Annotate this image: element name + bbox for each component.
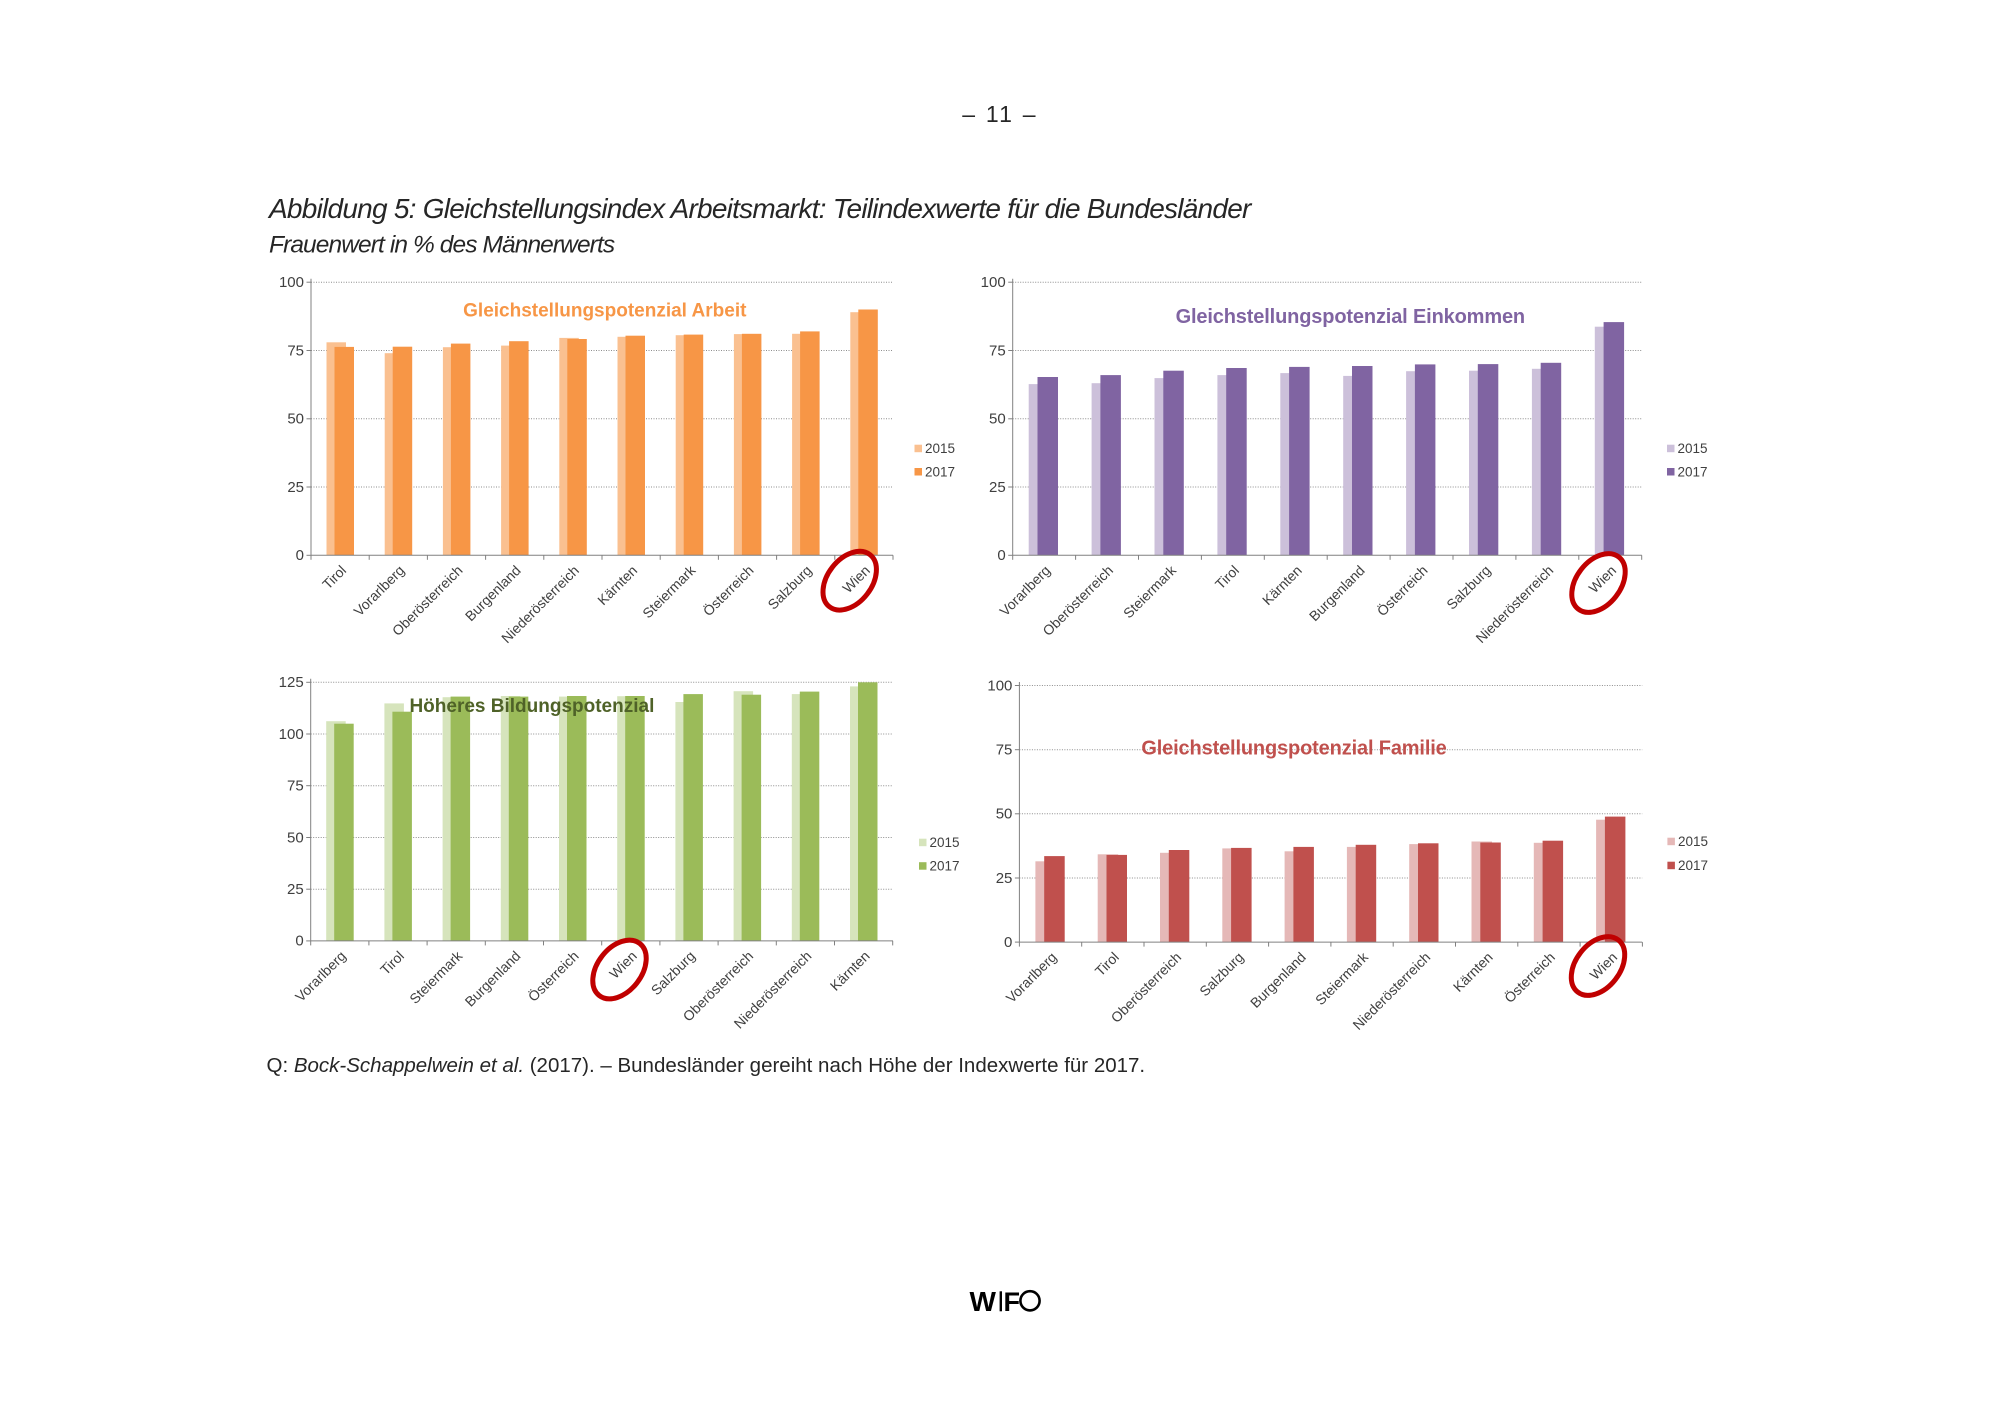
- svg-text:2017: 2017: [930, 859, 960, 874]
- svg-text:Abbildung 5: Gleichstellungsin: Abbildung 5: Gleichstellungsindex Arbeit…: [267, 193, 1253, 224]
- svg-text:Salzburg: Salzburg: [764, 562, 814, 612]
- svg-text:25: 25: [989, 479, 1006, 496]
- svg-text:Österreich: Österreich: [524, 947, 582, 1005]
- svg-text:Steiermark: Steiermark: [406, 947, 466, 1007]
- svg-text:Gleichstellungspotenzial Einko: Gleichstellungspotenzial Einkommen: [1176, 306, 1525, 328]
- svg-text:Tirol: Tirol: [377, 948, 407, 978]
- svg-text:50: 50: [287, 829, 304, 846]
- svg-text:Salzburg: Salzburg: [648, 948, 698, 998]
- svg-text:Burgenland: Burgenland: [1247, 949, 1309, 1011]
- svg-text:100: 100: [279, 274, 304, 291]
- svg-text:Österreich: Österreich: [1373, 561, 1431, 619]
- svg-text:100: 100: [981, 274, 1006, 291]
- svg-text:0: 0: [997, 547, 1005, 564]
- svg-text:Kärnten: Kärnten: [827, 948, 873, 994]
- svg-text:Vorarlberg: Vorarlberg: [350, 562, 407, 619]
- svg-text:75: 75: [287, 778, 304, 795]
- svg-text:50: 50: [996, 806, 1013, 823]
- svg-text:2015: 2015: [925, 441, 955, 456]
- svg-text:Salzburg: Salzburg: [1196, 949, 1246, 999]
- svg-text:Gleichstellungspotenzial Famil: Gleichstellungspotenzial Familie: [1141, 738, 1446, 760]
- svg-text:Burgenland: Burgenland: [462, 562, 524, 624]
- svg-text:Steiermark: Steiermark: [1312, 948, 1372, 1008]
- svg-text:Tirol: Tirol: [1212, 562, 1242, 592]
- svg-text:75: 75: [996, 742, 1013, 759]
- svg-text:Wien: Wien: [606, 948, 640, 982]
- svg-text:2015: 2015: [1678, 834, 1708, 849]
- svg-text:25: 25: [287, 881, 304, 898]
- svg-text:Wien: Wien: [1585, 562, 1619, 596]
- svg-text:Salzburg: Salzburg: [1443, 562, 1493, 612]
- svg-text:Kärnten: Kärnten: [1259, 562, 1305, 608]
- svg-text:2017: 2017: [925, 464, 955, 479]
- svg-text:– 11 –: – 11 –: [962, 101, 1037, 127]
- svg-text:Burgenland: Burgenland: [462, 948, 524, 1010]
- svg-text:2015: 2015: [1678, 441, 1708, 456]
- svg-text:75: 75: [989, 342, 1006, 359]
- svg-text:Steiermark: Steiermark: [1120, 561, 1180, 621]
- svg-text:Vorarlberg: Vorarlberg: [292, 948, 349, 1005]
- svg-text:Steiermark: Steiermark: [639, 561, 699, 621]
- svg-text:Frauenwert in % des Männerwert: Frauenwert in % des Männerwerts: [269, 232, 615, 259]
- svg-text:100: 100: [279, 726, 304, 743]
- svg-text:Höheres Bildungspotenzial: Höheres Bildungspotenzial: [409, 696, 654, 717]
- svg-text:Vorarlberg: Vorarlberg: [1003, 949, 1060, 1006]
- svg-text:25: 25: [996, 870, 1013, 887]
- svg-text:F: F: [1004, 1287, 1021, 1317]
- svg-text:125: 125: [279, 674, 304, 691]
- svg-text:Kärnten: Kärnten: [594, 562, 640, 608]
- svg-text:Tirol: Tirol: [1092, 949, 1122, 979]
- svg-text:Gleichstellungspotenzial Arbei: Gleichstellungspotenzial Arbeit: [463, 301, 747, 322]
- svg-text:50: 50: [989, 411, 1006, 428]
- svg-text:Kärnten: Kärnten: [1450, 949, 1496, 995]
- svg-text:Österreich: Österreich: [1500, 948, 1558, 1006]
- svg-text:2017: 2017: [1678, 464, 1708, 479]
- svg-text:75: 75: [287, 342, 304, 359]
- svg-text:2015: 2015: [930, 835, 960, 850]
- svg-text:Q: Bock-Schappelwein et al. (2: Q: Bock-Schappelwein et al. (2017). – Bu…: [267, 1054, 1146, 1077]
- svg-text:W: W: [970, 1286, 997, 1317]
- svg-text:50: 50: [287, 411, 304, 428]
- svg-text:100: 100: [987, 677, 1012, 694]
- svg-text:Österreich: Österreich: [699, 561, 757, 619]
- svg-text:0: 0: [1004, 934, 1012, 951]
- svg-text:2017: 2017: [1678, 858, 1708, 873]
- svg-text:Vorarlberg: Vorarlberg: [996, 562, 1053, 619]
- svg-text:Tirol: Tirol: [319, 562, 349, 592]
- svg-text:Burgenland: Burgenland: [1306, 562, 1368, 624]
- svg-text:0: 0: [296, 547, 304, 564]
- svg-text:0: 0: [295, 933, 303, 950]
- svg-text:25: 25: [287, 479, 304, 496]
